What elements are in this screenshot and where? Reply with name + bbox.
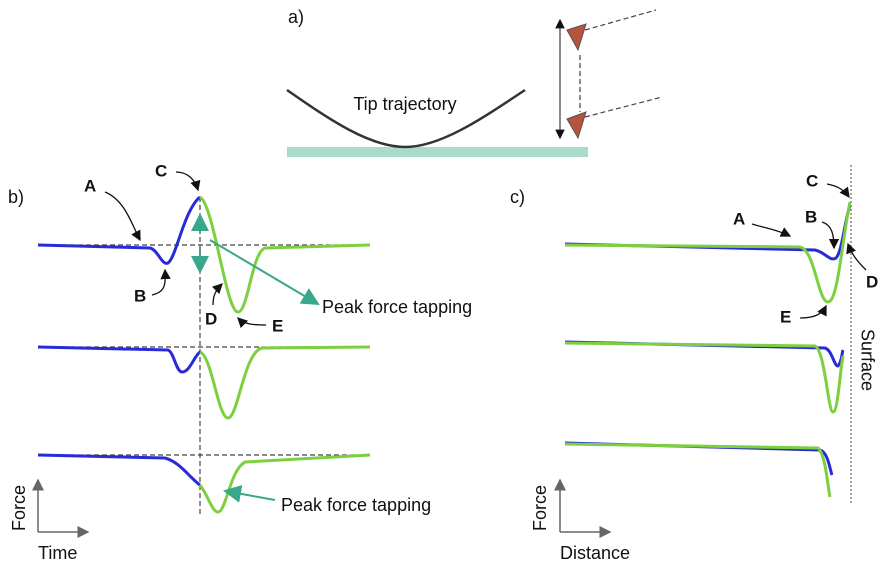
annotation-arrow <box>225 491 275 500</box>
tip <box>567 112 586 138</box>
point-label: C <box>806 171 818 190</box>
pointer <box>822 222 834 248</box>
retract-curve <box>200 197 370 312</box>
tip <box>567 24 586 50</box>
y-axis-label: Force <box>530 485 550 531</box>
figure: a) Tip trajectory b) Peak force tapping … <box>0 0 881 570</box>
pointer <box>213 284 222 305</box>
pointer <box>752 224 790 236</box>
annotation: Peak force tapping <box>281 495 431 515</box>
point-label: A <box>733 209 745 228</box>
pointer <box>152 270 165 295</box>
point-label: C <box>155 161 167 180</box>
trajectory-label: Tip trajectory <box>353 94 456 114</box>
annotation: Peak force tapping <box>322 297 472 317</box>
cantilever <box>585 97 662 117</box>
retract-curve <box>565 444 830 497</box>
panel-label: a) <box>288 7 304 27</box>
approach-curve <box>38 197 200 263</box>
retract-curve <box>565 343 843 412</box>
approach-curve <box>38 347 200 372</box>
point-label: E <box>780 307 791 326</box>
surface-label: Surface <box>857 329 877 391</box>
point-label: B <box>805 207 817 226</box>
surface <box>287 147 588 157</box>
point-label: E <box>272 316 283 335</box>
y-axis-label: Force <box>9 485 29 531</box>
point-label: D <box>205 309 217 328</box>
retract-curve <box>200 347 370 418</box>
pointer <box>238 318 266 325</box>
pointer <box>827 184 849 197</box>
point-label: A <box>84 176 96 195</box>
point-label: D <box>866 272 878 291</box>
cantilever <box>585 10 656 30</box>
approach-curve <box>38 455 200 485</box>
point-label: B <box>134 286 146 305</box>
pointer <box>105 192 140 240</box>
panel-a: a) Tip trajectory <box>287 7 662 157</box>
x-axis-label: Distance <box>560 543 630 563</box>
panel-c: c) Surface A B C D E Force Distance <box>510 165 878 563</box>
pointer <box>176 172 198 190</box>
panel-b: b) Peak force tapping Peak force tapping… <box>8 161 472 562</box>
pointer <box>800 306 826 318</box>
x-axis-label: Time <box>38 543 77 563</box>
panel-label: b) <box>8 187 24 207</box>
panel-label: c) <box>510 187 525 207</box>
